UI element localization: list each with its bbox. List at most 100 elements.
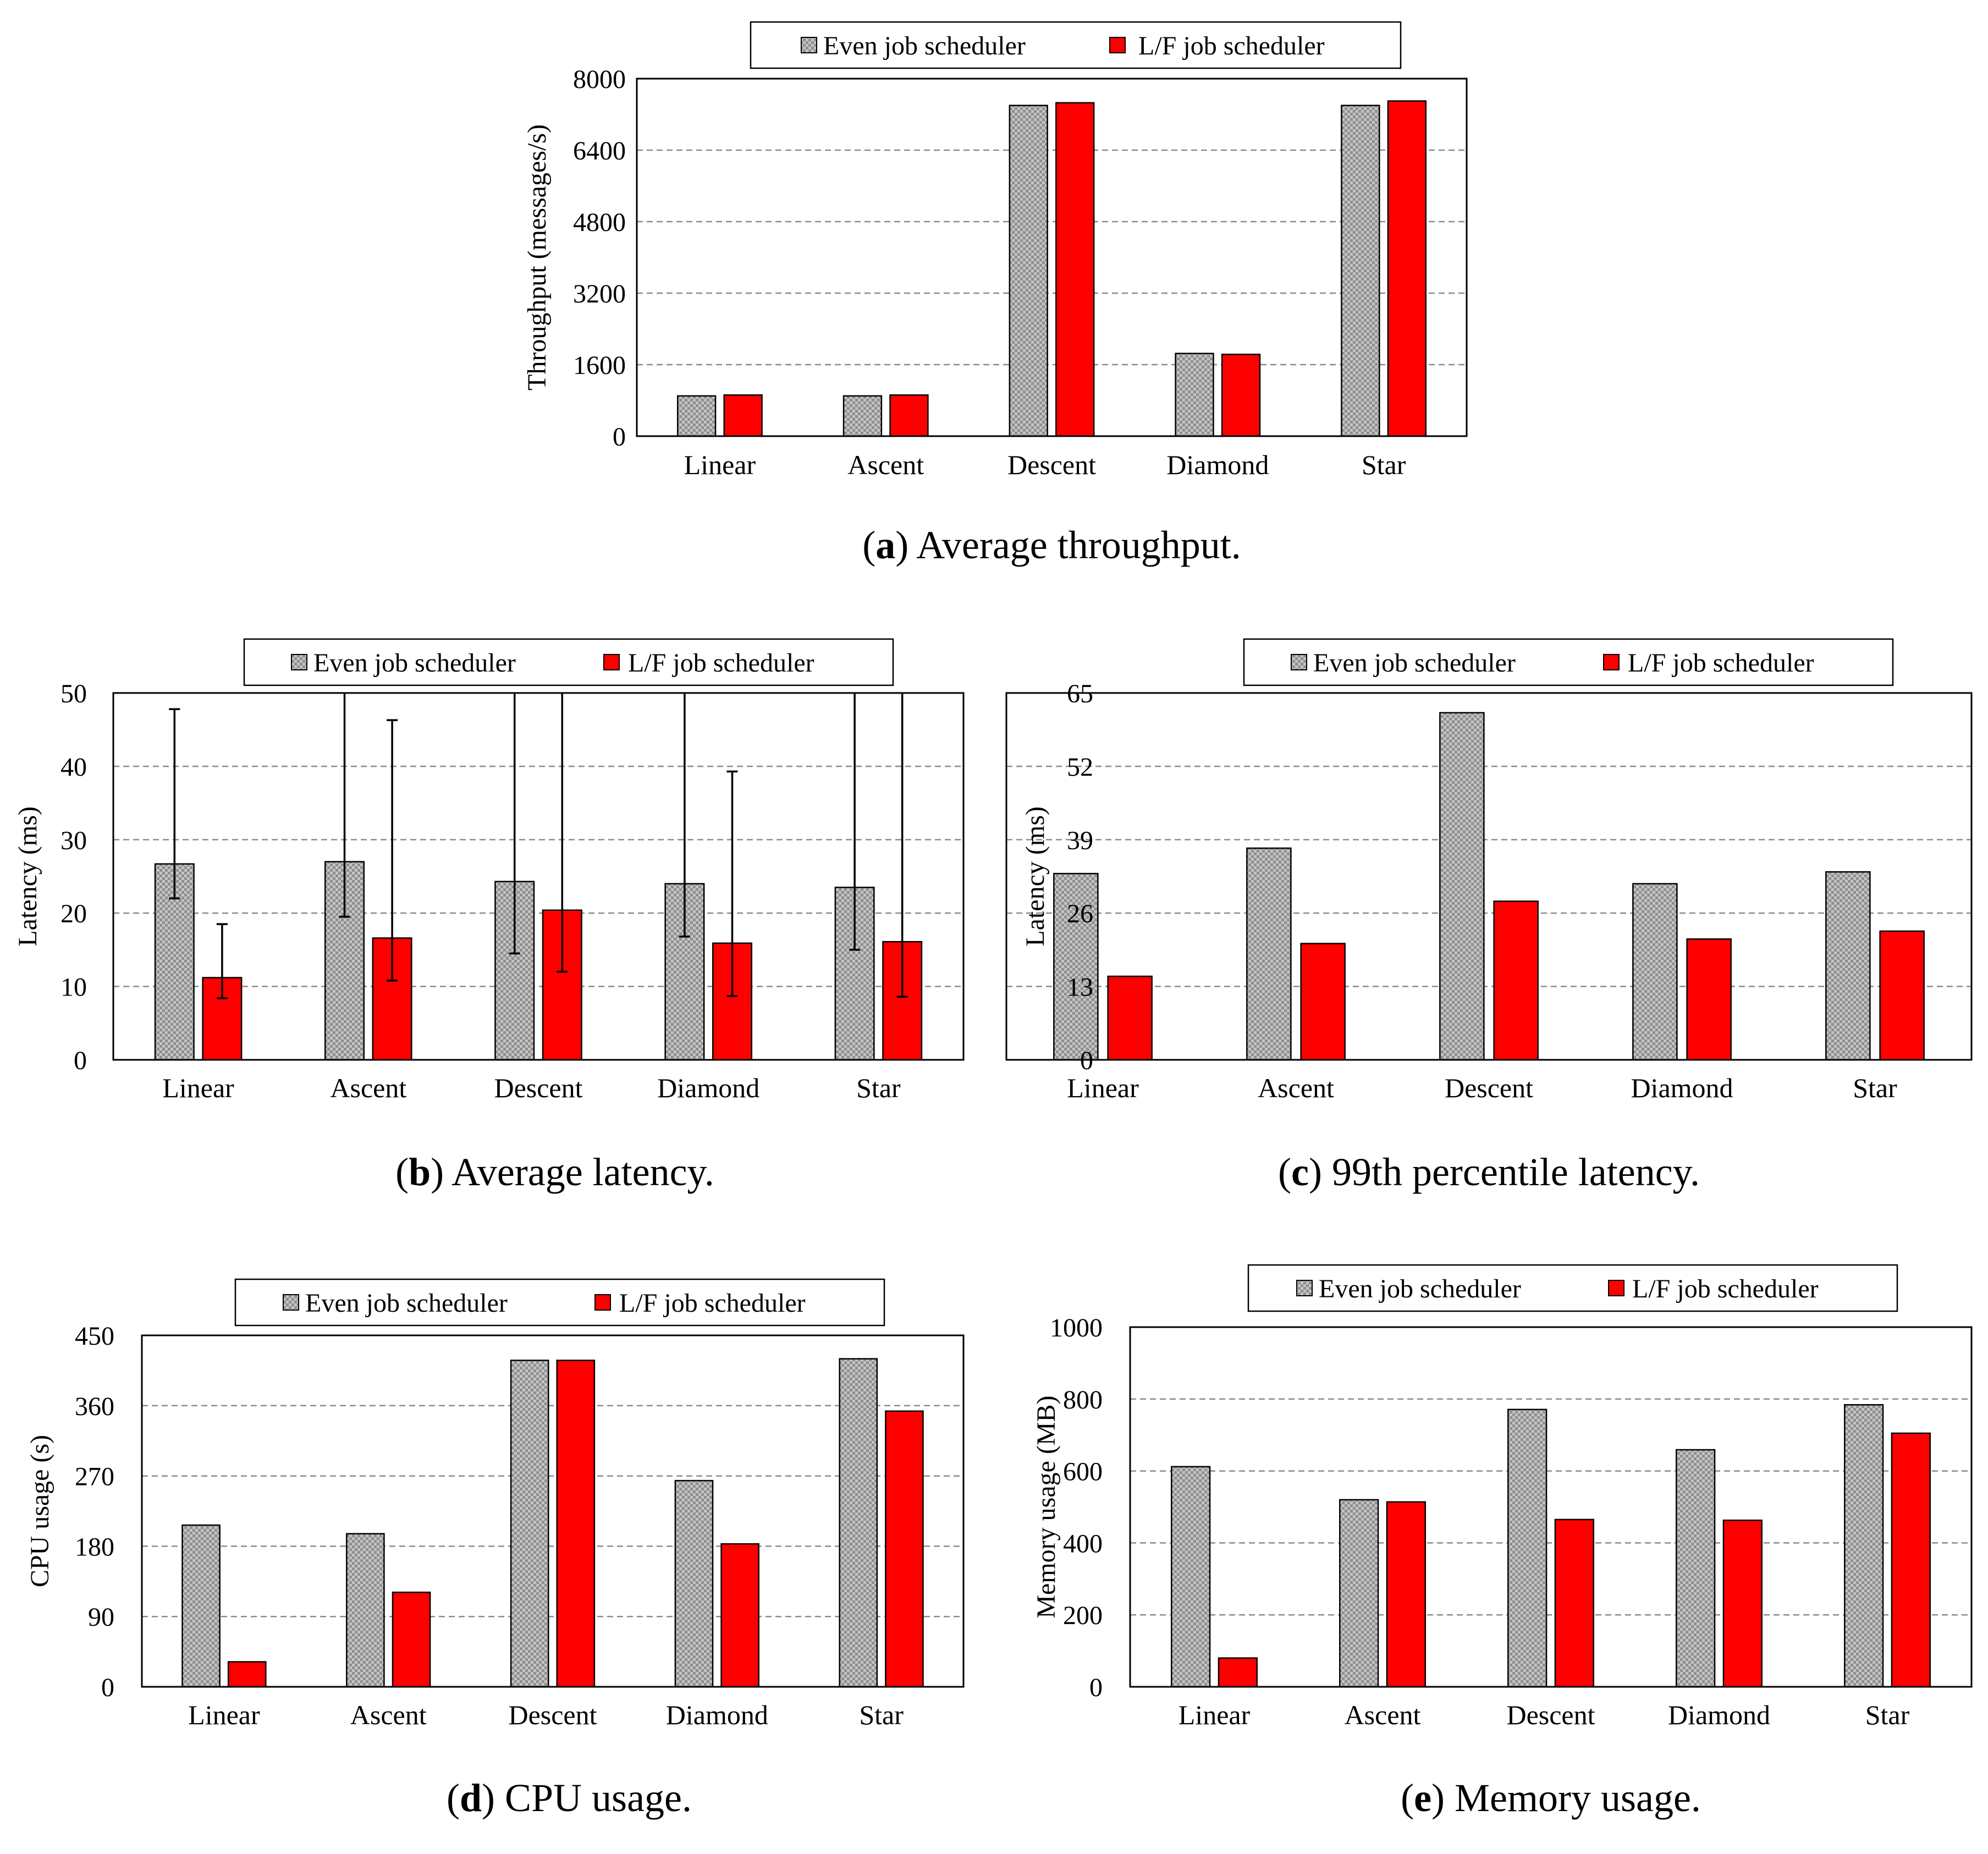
x-tick-label: Linear [162, 1072, 234, 1103]
y-axis-label: Throughput (messages/s) [522, 124, 552, 390]
x-tick-label: Diamond [1166, 449, 1269, 480]
bar-lf-star [885, 1410, 924, 1688]
chart-c: Linear Ascent Descent Diamond Star 0 13 26 39 52 6… [1005, 638, 1973, 1194]
legend-box [1247, 1264, 1898, 1312]
bar-even-descent [1507, 1409, 1548, 1688]
plot-frame-c [1005, 692, 1973, 1061]
legend-e: Even job scheduler L/F job scheduler [1247, 1264, 1898, 1312]
plot-frame-a [636, 78, 1468, 437]
caption-a: (a) Average throughput. [862, 523, 1241, 567]
x-tick-label: Ascent [1258, 1072, 1334, 1103]
y-tick-label: 20 [60, 899, 87, 928]
bar-even-descent [1009, 104, 1048, 437]
x-tick-label: Star [1865, 1699, 1910, 1730]
bar-even-diamond [674, 1479, 714, 1688]
chart-a: Linear Ascent Descent Diamond Star 0 1600 3200 4… [522, 21, 1468, 567]
legend-label-even: Even job scheduler [1313, 648, 1516, 678]
legend-b: Even job scheduler L/F job scheduler [243, 638, 894, 686]
y-tick-label: 0 [74, 1046, 87, 1075]
bar-lf-diamond [1221, 354, 1261, 437]
y-tick-label: 52 [1067, 752, 1093, 782]
y-tick-label: 1600 [573, 351, 626, 380]
bar-lf-linear [1218, 1657, 1258, 1688]
y-tick-label: 800 [1063, 1385, 1103, 1415]
bar-lf-descent [1554, 1519, 1594, 1688]
bar-lf-ascent [392, 1591, 431, 1688]
bar-even-descent [1439, 712, 1485, 1061]
legend-swatch-lf [1608, 1280, 1624, 1296]
y-tick-label: 40 [60, 752, 87, 782]
chart-d: Linear Ascent Descent Diamond Star 0 90 180 270 3… [25, 1278, 965, 1820]
y-tick-label: 1000 [1050, 1313, 1103, 1343]
bar-lf-star [1891, 1432, 1931, 1688]
bar-even-ascent [842, 395, 883, 437]
x-tick-label: Ascent [350, 1699, 427, 1730]
legend-label-lf: L/F job scheduler [1632, 1274, 1819, 1303]
legend-swatch-even [291, 654, 307, 670]
legend-box [243, 638, 894, 686]
y-tick-label: 50 [60, 679, 87, 708]
caption-d: (d) CPU usage. [447, 1776, 692, 1820]
x-tick-label: Ascent [330, 1072, 406, 1103]
bar-even-linear [1053, 873, 1099, 1061]
x-tick-label: Descent [1445, 1072, 1533, 1103]
y-tick-label: 13 [1067, 973, 1093, 1002]
legend-swatch-even [1291, 654, 1307, 670]
x-tick-label: Linear [188, 1699, 260, 1730]
chart-e: Linear Ascent Descent Diamond Star 0 200 400 600… [1032, 1264, 1973, 1820]
y-tick-label: 600 [1063, 1457, 1103, 1487]
bar-even-diamond [1676, 1449, 1716, 1688]
legend-box [750, 21, 1402, 69]
bar-lf-descent [1055, 102, 1095, 437]
x-tick-label: Diamond [666, 1699, 768, 1730]
bar-even-diamond [1175, 353, 1214, 437]
legend-label-lf: L/F job scheduler [1628, 648, 1814, 678]
legend-box [1243, 638, 1894, 686]
legend-swatch-lf [1603, 654, 1620, 670]
y-tick-label: 0 [1080, 1046, 1093, 1075]
legend-label-even: Even job scheduler [1319, 1274, 1521, 1303]
bar-lf-star [882, 940, 923, 1061]
y-tick-label: 360 [75, 1392, 114, 1421]
legend-label-lf: L/F job scheduler [1138, 31, 1325, 60]
y-axis-label: Latency (ms) [13, 806, 42, 947]
bar-lf-linear [723, 394, 763, 437]
x-tick-label: Star [856, 1072, 901, 1103]
caption-b: (b) Average latency. [395, 1150, 714, 1194]
legend-swatch-lf [594, 1294, 611, 1311]
x-tick-label: Linear [684, 449, 756, 480]
legend-swatch-even [283, 1294, 299, 1311]
legend-swatch-even [801, 37, 817, 53]
bar-lf-star [1879, 930, 1925, 1061]
bar-even-star [839, 1358, 878, 1688]
bar-lf-ascent [889, 394, 929, 437]
chart-b: Linear Ascent Descent Diamond Star 0 10 20 30 40 5… [13, 638, 965, 1194]
y-tick-label: 3200 [573, 279, 626, 309]
x-tick-label: Diamond [1668, 1699, 1770, 1730]
legend-c: Even job scheduler L/F job scheduler [1243, 638, 1894, 686]
x-tick-label: Descent [508, 1699, 597, 1730]
bar-even-star [1844, 1404, 1884, 1688]
bar-lf-linear [1107, 975, 1153, 1061]
x-tick-label: Diamond [1631, 1072, 1733, 1103]
y-tick-label: 450 [75, 1322, 114, 1351]
plot-frame-b [112, 692, 965, 1061]
x-tick-label: Descent [1007, 449, 1096, 480]
bar-lf-diamond [1686, 938, 1732, 1061]
x-tick-label: Star [859, 1699, 904, 1730]
legend-a: Even job scheduler L/F job scheduler [750, 21, 1402, 69]
x-tick-label: Descent [494, 1072, 582, 1103]
bar-even-linear [181, 1524, 221, 1688]
y-tick-label: 90 [88, 1603, 114, 1632]
legend-swatch-lf [603, 654, 620, 670]
y-tick-label: 39 [1067, 826, 1093, 855]
bar-lf-ascent [1386, 1501, 1426, 1688]
y-tick-label: 8000 [573, 65, 626, 94]
bar-even-star [1341, 104, 1380, 437]
bar-even-linear [1171, 1466, 1211, 1688]
bar-lf-diamond [720, 1543, 759, 1688]
y-tick-label: 200 [1063, 1601, 1103, 1630]
y-tick-label: 6400 [573, 136, 626, 166]
bar-even-diamond [1632, 883, 1678, 1061]
